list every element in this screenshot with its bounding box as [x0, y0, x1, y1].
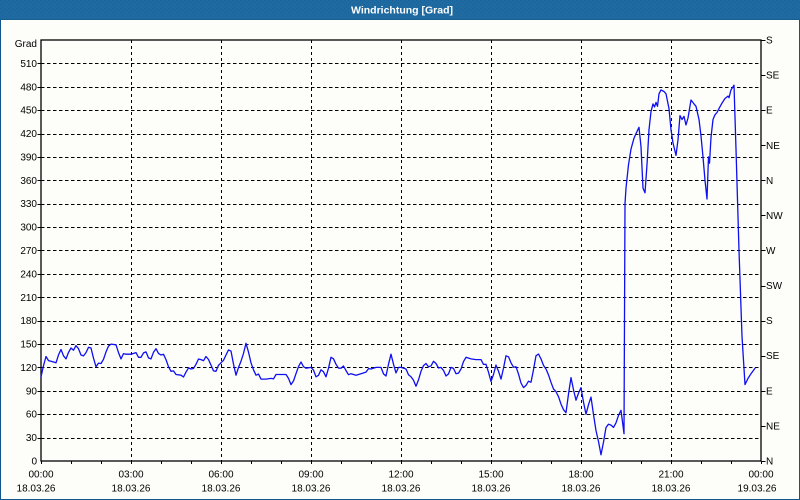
svg-text:Grad: Grad: [15, 39, 37, 50]
svg-text:180: 180: [20, 316, 37, 327]
svg-text:00:00: 00:00: [28, 470, 53, 481]
svg-text:09:00: 09:00: [298, 470, 323, 481]
svg-text:SE: SE: [766, 71, 780, 82]
svg-text:NE: NE: [766, 141, 780, 152]
svg-text:SW: SW: [766, 281, 783, 292]
svg-text:18:00: 18:00: [568, 470, 593, 481]
svg-text:18.03.26: 18.03.26: [652, 484, 691, 495]
svg-text:90: 90: [26, 386, 38, 397]
svg-text:270: 270: [20, 246, 37, 257]
svg-text:S: S: [766, 316, 773, 327]
svg-text:510: 510: [20, 59, 37, 70]
svg-text:120: 120: [20, 363, 37, 374]
svg-text:210: 210: [20, 293, 37, 304]
svg-text:60: 60: [26, 410, 38, 421]
svg-text:Windrichtung [Grad]: Windrichtung [Grad]: [351, 5, 453, 17]
svg-text:18.03.26: 18.03.26: [472, 484, 511, 495]
svg-text:330: 330: [20, 199, 37, 210]
svg-text:18.03.26: 18.03.26: [17, 484, 56, 495]
svg-text:21:00: 21:00: [658, 470, 683, 481]
svg-text:E: E: [766, 106, 773, 117]
svg-text:N: N: [766, 457, 773, 468]
svg-text:NW: NW: [766, 211, 783, 222]
svg-text:450: 450: [20, 106, 37, 117]
svg-text:30: 30: [26, 433, 38, 444]
svg-text:03:00: 03:00: [118, 470, 143, 481]
svg-text:15:00: 15:00: [478, 470, 503, 481]
svg-text:W: W: [766, 246, 776, 257]
svg-text:19.03.26: 19.03.26: [738, 484, 777, 495]
svg-text:SE: SE: [766, 351, 780, 362]
svg-text:18.03.26: 18.03.26: [562, 484, 601, 495]
svg-text:240: 240: [20, 269, 37, 280]
svg-text:06:00: 06:00: [208, 470, 233, 481]
svg-text:420: 420: [20, 129, 37, 140]
svg-text:0: 0: [31, 457, 37, 468]
svg-text:300: 300: [20, 223, 37, 234]
svg-text:NE: NE: [766, 421, 780, 432]
svg-text:18.03.26: 18.03.26: [382, 484, 421, 495]
svg-text:S: S: [766, 36, 773, 47]
svg-text:18.03.26: 18.03.26: [292, 484, 331, 495]
svg-text:E: E: [766, 386, 773, 397]
svg-text:18.03.26: 18.03.26: [202, 484, 241, 495]
svg-text:390: 390: [20, 152, 37, 163]
svg-text:N: N: [766, 176, 773, 187]
svg-text:00:00: 00:00: [748, 470, 773, 481]
svg-text:150: 150: [20, 340, 37, 351]
svg-text:18.03.26: 18.03.26: [112, 484, 151, 495]
svg-text:360: 360: [20, 176, 37, 187]
svg-text:480: 480: [20, 82, 37, 93]
svg-text:12:00: 12:00: [388, 470, 413, 481]
